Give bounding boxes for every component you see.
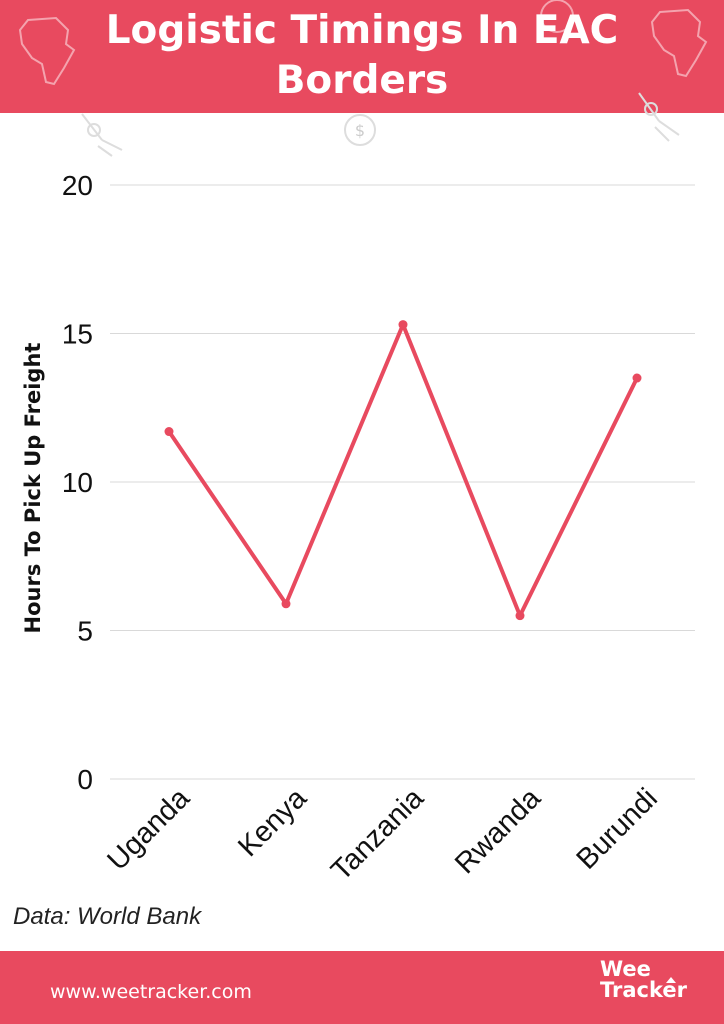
header-banner: Logistic Timings In EAC Borders <box>0 0 724 113</box>
y-tick-labels: 0 5 10 15 20 <box>62 170 93 795</box>
logo-line-1: Wee <box>600 957 651 981</box>
y-axis-label: Hours To Pick Up Freight <box>21 343 45 634</box>
x-tick-label-rwanda: Rwanda <box>449 782 547 880</box>
x-tick-labels: Uganda Kenya Tanzania Rwanda Burundi <box>101 782 663 887</box>
data-point-tanzania <box>398 320 408 330</box>
y-tick-label: 0 <box>77 764 93 795</box>
coin-icon: $ <box>344 114 376 146</box>
coin-icon <box>540 0 574 33</box>
data-point-uganda <box>164 427 174 437</box>
svg-text:$: $ <box>355 121 365 140</box>
grid-lines <box>110 184 695 780</box>
footer-url-link[interactable]: www.weetracker.com <box>50 981 252 1003</box>
y-tick-label: 5 <box>77 616 93 647</box>
x-tick-label-tanzania: Tanzania <box>325 782 430 887</box>
x-tick-label-burundi: Burundi <box>571 782 664 875</box>
rocket-icon <box>81 113 123 157</box>
line-chart: 0 5 10 15 20 Hours To Pick Up Freight Uganda… <box>21 170 695 887</box>
data-point-rwanda <box>515 611 525 621</box>
weetracker-logo: Wee Tracker <box>600 959 687 1001</box>
source-note: Data: World Bank <box>13 903 202 930</box>
data-point-kenya <box>281 599 291 609</box>
footer-banner: www.weetracker.com Wee Tracker <box>0 951 724 1024</box>
x-tick-label-kenya: Kenya <box>232 782 313 863</box>
africa-map-icon <box>18 16 76 86</box>
y-tick-label: 20 <box>62 170 93 201</box>
series-line-0 <box>167 322 639 618</box>
y-tick-label: 15 <box>62 319 93 350</box>
page-title: Logistic Timings In EAC Borders <box>105 8 619 103</box>
x-tick-label-uganda: Uganda <box>101 782 196 877</box>
series-line <box>164 320 642 621</box>
data-point-burundi <box>632 373 642 383</box>
y-tick-label: 10 <box>62 467 93 498</box>
logo-line-2: Tracker <box>600 978 687 1002</box>
logo-hat-icon <box>666 977 676 983</box>
rocket-icon <box>638 92 680 142</box>
africa-map-icon <box>650 8 708 78</box>
